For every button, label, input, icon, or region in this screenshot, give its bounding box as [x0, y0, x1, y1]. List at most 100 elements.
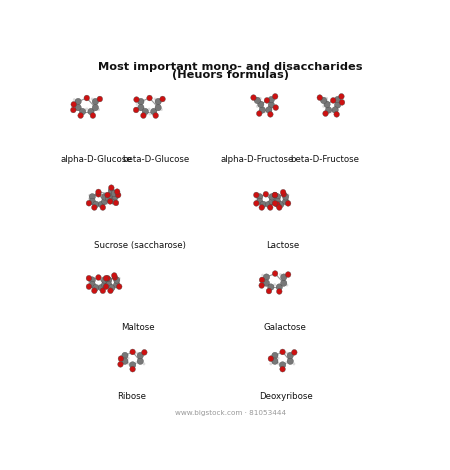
Circle shape — [112, 194, 118, 200]
Circle shape — [283, 194, 289, 200]
Circle shape — [332, 107, 338, 113]
Circle shape — [108, 198, 113, 204]
Circle shape — [86, 284, 92, 290]
Circle shape — [73, 98, 76, 101]
Circle shape — [108, 288, 113, 294]
Circle shape — [94, 285, 96, 288]
Circle shape — [268, 111, 273, 117]
Circle shape — [272, 352, 278, 359]
Circle shape — [272, 358, 278, 364]
Text: www.bigstock.com · 81053444: www.bigstock.com · 81053444 — [175, 410, 286, 416]
Text: Most important mono- and disaccharides: Most important mono- and disaccharides — [99, 62, 363, 72]
Circle shape — [281, 274, 287, 281]
Circle shape — [113, 284, 116, 287]
Circle shape — [79, 108, 86, 115]
Circle shape — [105, 275, 110, 281]
Circle shape — [282, 201, 285, 204]
Circle shape — [104, 275, 109, 281]
Circle shape — [148, 108, 151, 110]
Circle shape — [138, 104, 144, 111]
Circle shape — [322, 105, 325, 108]
Circle shape — [279, 273, 282, 276]
Circle shape — [269, 194, 275, 200]
Circle shape — [78, 113, 83, 118]
Circle shape — [323, 110, 328, 117]
Circle shape — [114, 189, 120, 195]
Text: Ribose: Ribose — [117, 392, 146, 401]
Circle shape — [122, 358, 128, 364]
Circle shape — [281, 280, 287, 286]
Circle shape — [75, 104, 81, 111]
Circle shape — [277, 204, 282, 211]
Circle shape — [317, 95, 323, 101]
Circle shape — [268, 284, 271, 287]
Circle shape — [143, 109, 145, 111]
Circle shape — [101, 277, 108, 283]
Circle shape — [89, 282, 95, 288]
Circle shape — [71, 102, 76, 107]
Circle shape — [106, 202, 108, 204]
Circle shape — [270, 362, 272, 365]
Circle shape — [256, 198, 263, 204]
Circle shape — [105, 281, 108, 283]
Circle shape — [122, 352, 128, 359]
Circle shape — [127, 362, 130, 365]
Circle shape — [89, 198, 95, 204]
Circle shape — [287, 352, 293, 359]
Text: alpha-D-Glucose: alpha-D-Glucose — [61, 155, 132, 164]
Circle shape — [142, 108, 148, 115]
Circle shape — [92, 104, 99, 111]
Circle shape — [71, 107, 76, 113]
Circle shape — [112, 274, 117, 281]
Circle shape — [117, 284, 122, 290]
Circle shape — [110, 285, 113, 288]
Circle shape — [324, 101, 330, 108]
Circle shape — [118, 277, 121, 280]
Circle shape — [138, 98, 144, 105]
Circle shape — [147, 95, 153, 101]
Circle shape — [106, 285, 108, 288]
Circle shape — [330, 110, 333, 113]
Circle shape — [104, 284, 109, 290]
Circle shape — [100, 204, 106, 211]
Circle shape — [276, 284, 283, 290]
Circle shape — [286, 283, 288, 287]
Circle shape — [111, 190, 117, 197]
Circle shape — [153, 113, 158, 118]
Circle shape — [86, 200, 92, 206]
Circle shape — [75, 98, 81, 105]
Circle shape — [264, 97, 270, 103]
Circle shape — [264, 110, 266, 113]
Circle shape — [254, 97, 261, 104]
Text: beta-D-Fructose: beta-D-Fructose — [290, 155, 359, 164]
Circle shape — [113, 282, 120, 288]
Circle shape — [285, 352, 288, 354]
Circle shape — [108, 185, 114, 191]
Circle shape — [101, 198, 108, 204]
Circle shape — [101, 194, 104, 196]
Circle shape — [130, 366, 135, 372]
Circle shape — [88, 108, 94, 115]
Circle shape — [274, 202, 280, 207]
Text: Maltose: Maltose — [122, 323, 155, 332]
Circle shape — [98, 284, 104, 291]
Circle shape — [93, 284, 99, 291]
Circle shape — [259, 204, 265, 211]
Circle shape — [97, 284, 100, 287]
Circle shape — [277, 362, 280, 365]
Circle shape — [101, 277, 104, 280]
Circle shape — [263, 191, 269, 197]
Circle shape — [118, 361, 123, 367]
Circle shape — [272, 192, 278, 198]
Circle shape — [325, 97, 328, 100]
Circle shape — [136, 103, 139, 106]
Circle shape — [292, 350, 297, 355]
Circle shape — [137, 358, 144, 364]
Circle shape — [265, 201, 267, 204]
Circle shape — [261, 202, 264, 205]
Circle shape — [266, 288, 272, 294]
Circle shape — [259, 107, 266, 113]
Circle shape — [96, 189, 101, 195]
Circle shape — [115, 286, 118, 289]
Circle shape — [325, 106, 328, 109]
